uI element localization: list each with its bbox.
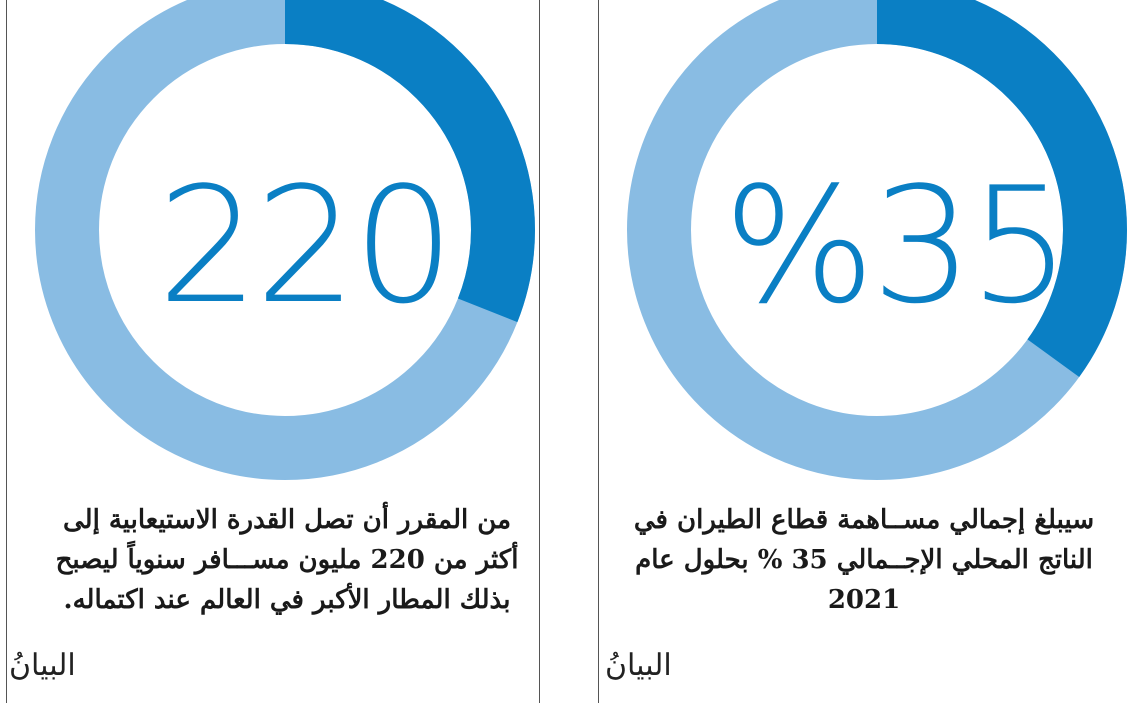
right-logo: البيانُ bbox=[605, 648, 672, 683]
center-divider-line-2 bbox=[598, 0, 599, 703]
left-card: 220 من المقرر أن تصل القدرة الاستيعابية … bbox=[7, 0, 539, 703]
center-divider-line bbox=[539, 0, 540, 703]
left-caption: من المقرر أن تصل القدرة الاستيعابية إلى … bbox=[55, 505, 519, 615]
left-big-number: 220 bbox=[157, 152, 454, 339]
right-big-number: %35 bbox=[723, 152, 1071, 339]
left-donut-chart bbox=[35, 0, 535, 480]
right-caption: سيبلغ إجمالي مســاهمة قطاع الطيران في ال… bbox=[633, 505, 1095, 615]
left-donut-progress bbox=[35, 0, 535, 480]
left-border-line bbox=[6, 0, 7, 703]
right-donut-progress bbox=[627, 0, 1127, 480]
right-card: %35 سيبلغ إجمالي مســاهمة قطاع الطيران ف… bbox=[599, 0, 1129, 703]
right-donut-chart bbox=[627, 0, 1127, 480]
left-logo: البيانُ bbox=[9, 648, 76, 683]
